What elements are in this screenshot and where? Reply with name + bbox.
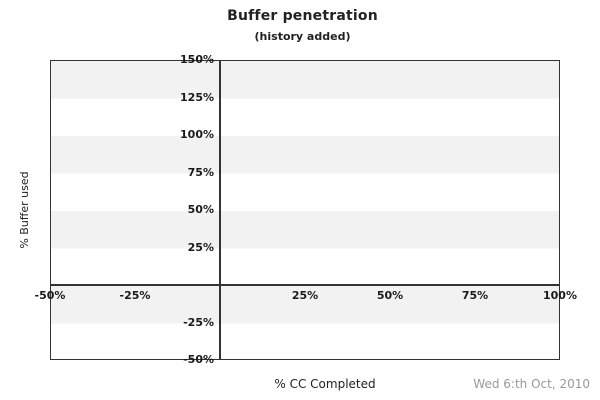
y-tick-label-100: 100% [180,128,214,141]
x-zero-axis-line [219,60,221,360]
x-tick-label-75: 75% [461,289,489,302]
y-zero-axis-line [50,284,560,286]
y-tick-label-25: 25% [187,240,214,254]
y-tick-label-150: 150% [180,53,214,66]
chart-subtitle: (history added) [254,30,351,43]
x-axis-title: % CC Completed [274,377,376,391]
x-tick-label--50: -50% [34,289,66,302]
date-stamp: Wed 6:th Oct, 2010 [473,377,590,391]
y-tick-label-75: 75% [187,165,214,179]
y-axis-title: % Buffer used [18,171,31,249]
chart-title: Buffer penetration [227,8,378,24]
plot-area [50,60,560,360]
y-tick-label--25: -25% [183,315,214,329]
y-tick-label-50: 50% [187,203,214,216]
y-tick-label-125: 125% [180,90,214,104]
y-tick-label--50: -50% [183,353,214,366]
x-tick-label--25: -25% [119,289,151,302]
x-tick-label-25: 25% [291,289,319,302]
x-tick-label-100: 100% [543,289,577,302]
x-tick-label-50: 50% [376,289,404,302]
